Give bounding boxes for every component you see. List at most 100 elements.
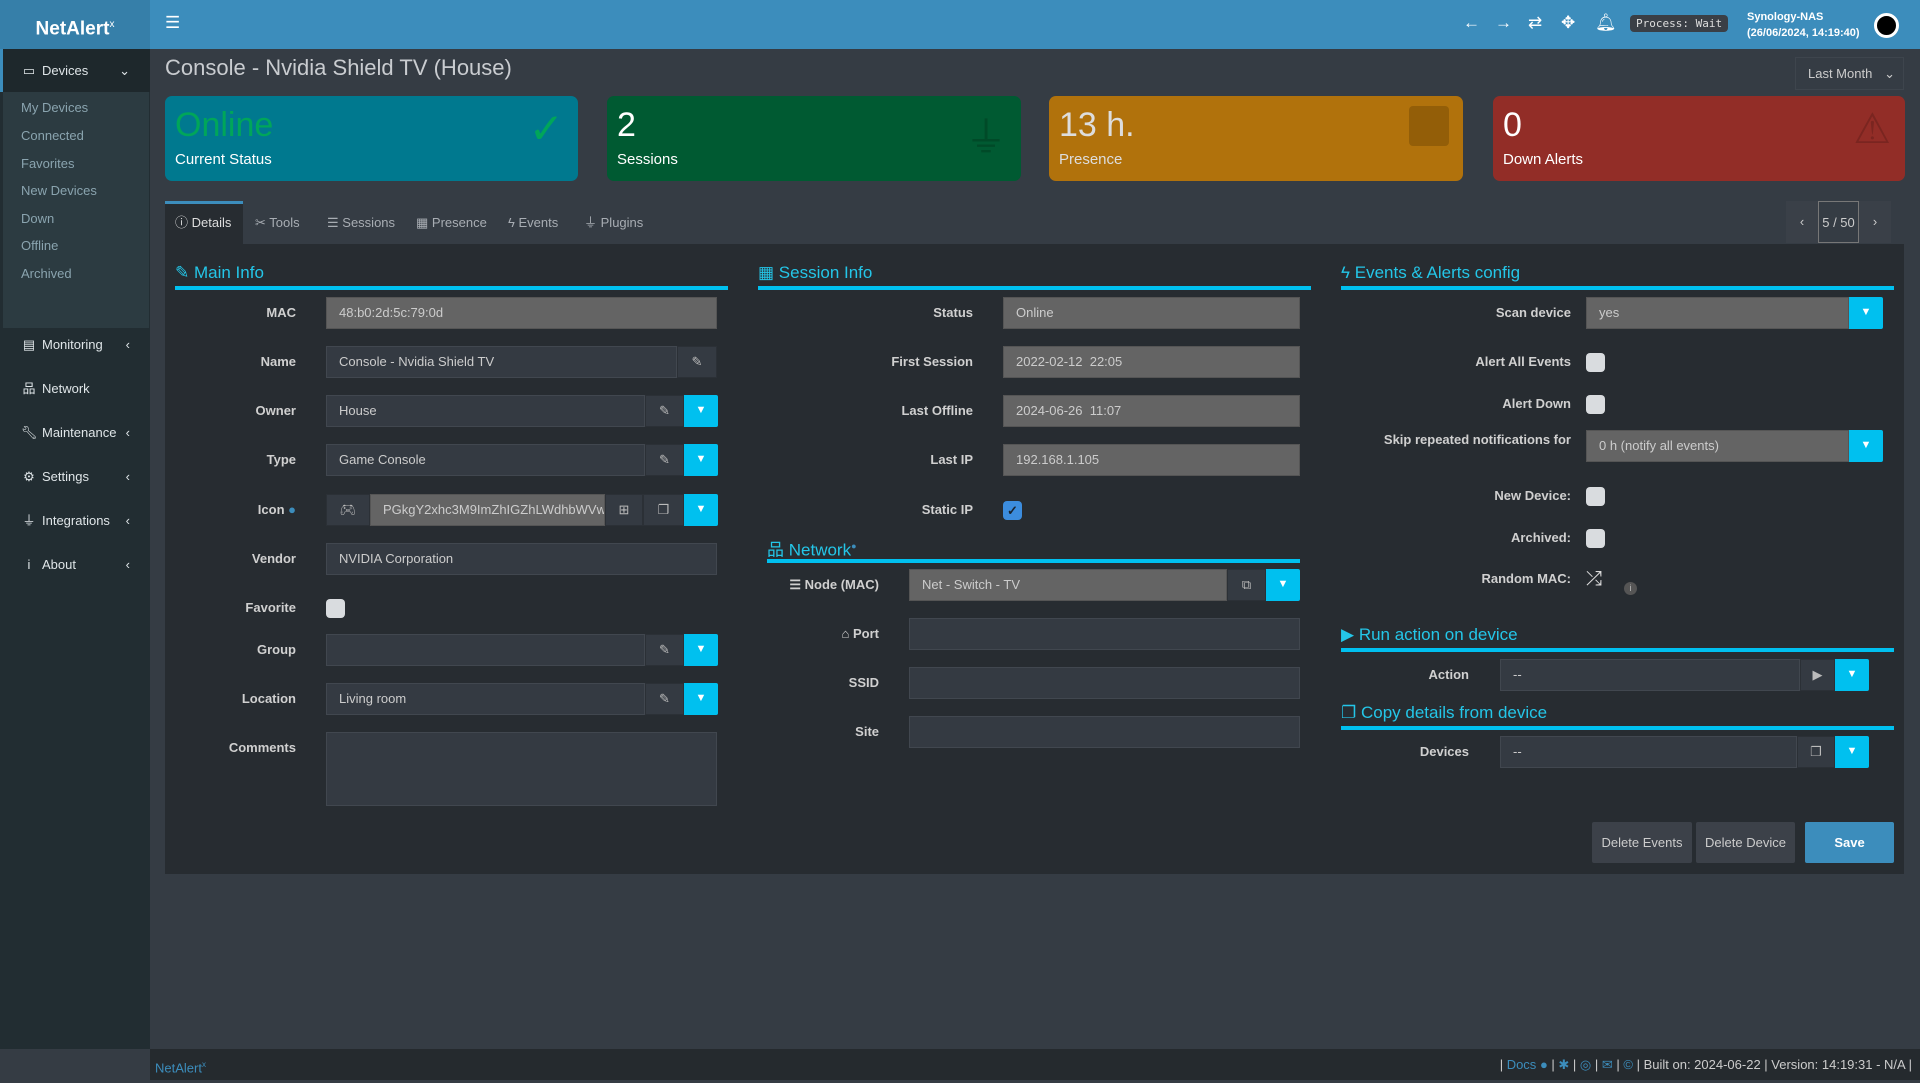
footer-brand[interactable]: NetAlertx [155,1049,206,1083]
vendor-field[interactable]: NVIDIA Corporation [326,543,717,575]
footer-brand-sup: x [201,1060,206,1069]
avatar[interactable] [1874,13,1899,38]
owner-field[interactable]: House [326,395,645,427]
scan-device-dropdown[interactable]: ▼ [1849,297,1883,329]
presence-label: Presence [1059,151,1123,168]
sidebar-item-network[interactable]: 品 Network [0,369,150,409]
archived-checkbox[interactable] [1586,529,1605,548]
arrow-right-icon[interactable]: → [1495,13,1512,32]
add-icon-button[interactable]: ⊞ [605,494,643,526]
owner-dropdown-button[interactable]: ▼ [684,395,718,427]
refresh-icon[interactable]: ⇄ [1528,13,1543,32]
sidebar-item-about[interactable]: i About ‹ [0,545,150,585]
new-device-checkbox[interactable] [1586,487,1605,506]
tab-plugins[interactable]: ⏚ Plugins [574,201,653,244]
question-icon[interactable]: ● [1539,1057,1548,1072]
period-select[interactable]: Last Month ⌄ [1795,57,1904,90]
type-field[interactable]: Game Console [326,444,645,476]
logo[interactable]: NetAlertx [0,0,150,49]
icon-dropdown-button[interactable]: ▼ [684,494,718,526]
type-dropdown-button[interactable]: ▼ [684,444,718,476]
envelope-icon[interactable]: ✉ [1601,1057,1613,1072]
help-icon[interactable]: ● [288,502,296,517]
status-value: Online [175,106,274,144]
edit-location-button[interactable]: ✎ [645,683,684,715]
tab-details[interactable]: ⓘ Details [165,201,243,244]
sidebar-item-maintenance[interactable]: 🔧︎ Maintenance ‹ [0,413,150,453]
arrow-left-icon[interactable]: ← [1463,13,1480,32]
mac-field[interactable]: 48:b0:2d:5c:79:0d [326,297,717,329]
static-ip-checkbox[interactable]: ✓ [1003,501,1022,520]
action-dropdown-button[interactable]: ▼ [1835,659,1869,691]
edit-type-button[interactable]: ✎ [645,444,684,476]
favorite-checkbox[interactable] [326,599,345,618]
sidebar-sub-favorites[interactable]: Favorites [21,156,75,171]
run-action-button[interactable]: ▶ [1800,659,1835,691]
ssid-field[interactable] [909,667,1300,699]
delete-events-button[interactable]: Delete Events [1592,822,1692,863]
copy-details-button[interactable]: ❐ [1797,736,1835,768]
scan-device-select[interactable]: yes [1586,297,1849,329]
tab-sessions[interactable]: ☰ Sessions [317,201,405,244]
sidebar-sub-connected[interactable]: Connected [21,128,84,143]
sidebar-sub-new-devices[interactable]: New Devices [21,183,97,198]
status-box[interactable]: Online Current Status ✓ [165,96,578,181]
favorite-label: Favorite [245,600,296,615]
sidebar-item-settings[interactable]: ⚙ Settings ‹ [0,457,150,497]
sidebar-sub-archived[interactable]: Archived [21,266,72,281]
first-session-label: First Session [891,354,973,369]
github-icon[interactable]: ◎ [1579,1057,1592,1072]
down-alerts-box[interactable]: 0 Down Alerts ⚠ [1493,96,1905,181]
go-to-node-button[interactable]: ⧉ [1227,569,1266,601]
name-field[interactable]: Console - Nvidia Shield TV [326,346,677,378]
bars-icon[interactable]: ☰ [165,13,181,32]
copy-details-header: ❐ Copy details from device [1341,702,1894,730]
copyright-icon[interactable]: © [1623,1057,1633,1072]
wrench-icon: 🔧︎ [20,425,38,440]
sessions-box[interactable]: 2 Sessions ⏚ [607,96,1021,181]
location-field[interactable]: Living room [326,683,645,715]
docs-link[interactable]: Docs [1506,1057,1537,1072]
node-dropdown-button[interactable]: ▼ [1266,569,1300,601]
prev-device-button[interactable]: ‹ [1786,201,1818,243]
save-button[interactable]: Save [1805,822,1894,863]
skip-notifications-select[interactable]: 0 h (notify all events) [1586,430,1849,462]
comments-textarea[interactable] [326,732,717,806]
copy-devices-dropdown[interactable]: ▼ [1835,736,1869,768]
site-field[interactable] [909,716,1300,748]
info-icon[interactable]: i [1624,582,1637,595]
sidebar-item-devices[interactable]: ▭ Devices ⌄ [0,49,150,92]
section-title: Network [788,540,852,560]
port-field[interactable] [909,618,1300,650]
group-dropdown-button[interactable]: ▼ [684,634,718,666]
alert-all-checkbox[interactable] [1586,353,1605,372]
edit-owner-button[interactable]: ✎ [645,395,684,427]
icon-field[interactable]: PGkgY2xhc3M9ImZhIGZhLWdhbWVw [370,494,605,526]
arrows-move-icon[interactable]: ✥ [1561,13,1576,32]
tab-events[interactable]: ϟ Events [498,201,568,244]
caret-down-icon: ▼ [1860,439,1872,451]
copy-icon-button[interactable]: ❐ [643,494,684,526]
group-field[interactable] [326,634,645,666]
edit-group-button[interactable]: ✎ [645,634,684,666]
copy-devices-select[interactable]: -- [1500,736,1797,768]
skip-notifications-dropdown[interactable]: ▼ [1849,430,1883,462]
node-field[interactable]: Net - Switch - TV [909,569,1227,601]
sidebar-item-monitoring[interactable]: ▤ Monitoring ‹ [0,325,150,365]
bug-icon[interactable]: ✱ [1558,1057,1570,1072]
tab-presence[interactable]: ▦ Presence [406,201,497,244]
action-select[interactable]: -- [1500,659,1800,691]
tab-tools[interactable]: ✂ Tools [245,201,310,244]
sidebar-sub-down[interactable]: Down [21,211,55,226]
sidebar-item-integrations[interactable]: ⏚ Integrations ‹ [0,501,150,541]
presence-box[interactable]: 13 h. Presence [1049,96,1463,181]
sidebar-sub-my-devices[interactable]: My Devices [21,100,89,115]
alert-down-checkbox[interactable] [1586,395,1605,414]
help-icon[interactable]: ● [851,541,857,551]
edit-name-button[interactable]: ✎ [677,346,717,378]
next-device-button[interactable]: › [1859,201,1891,243]
sidebar-sub-offline[interactable]: Offline [21,238,59,253]
location-dropdown-button[interactable]: ▼ [684,683,718,715]
delete-device-button[interactable]: Delete Device [1696,822,1795,863]
bell-icon[interactable]: 🔔︎ [1595,13,1617,32]
